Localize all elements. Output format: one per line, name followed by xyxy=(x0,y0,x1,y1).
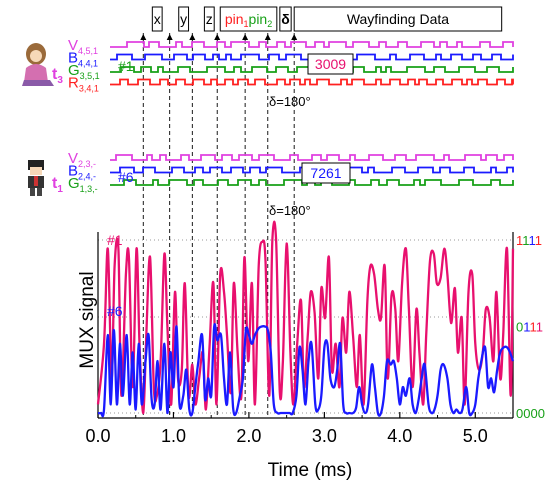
header-label: x xyxy=(154,11,161,27)
delta-note: δ=180° xyxy=(269,94,311,109)
plot-area: 0.0 1.0 2.0 3.0 4.0 5.0 1111 0111 0000 xyxy=(85,232,545,446)
marker-arrow xyxy=(189,34,196,40)
transmitter-tag: t1 xyxy=(52,175,63,195)
header-label: δ xyxy=(281,11,290,27)
avatar-tie xyxy=(34,176,38,186)
marker-arrow xyxy=(264,34,271,40)
series-label: #1 xyxy=(107,232,123,248)
avatar-hair xyxy=(28,160,44,170)
code-box xyxy=(307,53,354,75)
marker-arrow xyxy=(140,34,147,40)
x-tick-label: 2.0 xyxy=(236,426,261,446)
y-axis-label: MUX signal xyxy=(77,271,98,368)
channel-id: #6 xyxy=(118,169,134,185)
x-tick-label: 0.0 xyxy=(85,426,110,446)
x-axis-label: Time (ms) xyxy=(268,460,353,481)
channel-waveform xyxy=(110,41,514,48)
marker-arrow xyxy=(214,34,221,40)
series-layer: #1 #6 xyxy=(96,220,515,418)
header-label: pin1pin2 xyxy=(225,11,272,29)
avatar-leg xyxy=(37,188,42,196)
right-axis-label: 0111 xyxy=(516,320,543,335)
x-tick-label: 1.0 xyxy=(161,426,186,446)
channel-id: #1 xyxy=(118,58,134,74)
avatar-body xyxy=(24,64,48,82)
header-label: y xyxy=(180,11,187,27)
code-box xyxy=(301,162,351,184)
avatar-leg xyxy=(30,188,35,196)
channel-waveform xyxy=(110,78,514,86)
series-line-1 xyxy=(96,220,515,415)
avatar-face xyxy=(30,167,42,175)
header-box xyxy=(203,6,215,32)
dashed-time-markers xyxy=(140,33,298,418)
code-value: 3009 xyxy=(315,56,346,72)
header-box xyxy=(151,6,163,32)
header-label: z xyxy=(206,11,213,27)
marker-arrow xyxy=(291,34,298,40)
axes: Time (ms) MUX signal xyxy=(77,271,352,481)
code-value: 7261 xyxy=(310,165,341,181)
x-tick-label: 5.0 xyxy=(463,426,488,446)
right-axis-label: 0000 xyxy=(516,406,545,421)
series-label: #6 xyxy=(107,303,123,319)
header-box xyxy=(178,6,190,32)
protocol-header: x y z pin1pin2 δ Wayfinding Data xyxy=(151,6,503,32)
header-box xyxy=(279,6,292,32)
x-tick-label: 4.0 xyxy=(387,426,412,446)
header-box xyxy=(293,6,503,32)
right-axis-label: 1111 xyxy=(516,233,542,248)
marker-arrow xyxy=(242,34,249,40)
avatar-face xyxy=(30,50,42,62)
avatar-skirt xyxy=(22,80,54,86)
series-line-2 xyxy=(97,323,515,418)
channel-waveform xyxy=(110,154,514,161)
avatar-icon xyxy=(28,160,44,196)
delta-note: δ=180° xyxy=(269,203,311,218)
x-tick-label: 3.0 xyxy=(312,426,337,446)
header-label: Wayfinding Data xyxy=(347,11,449,27)
header-box xyxy=(219,6,278,32)
transmitter-tag: t3 xyxy=(52,66,63,86)
marker-arrow xyxy=(166,34,173,40)
avatar-icon xyxy=(22,43,54,86)
